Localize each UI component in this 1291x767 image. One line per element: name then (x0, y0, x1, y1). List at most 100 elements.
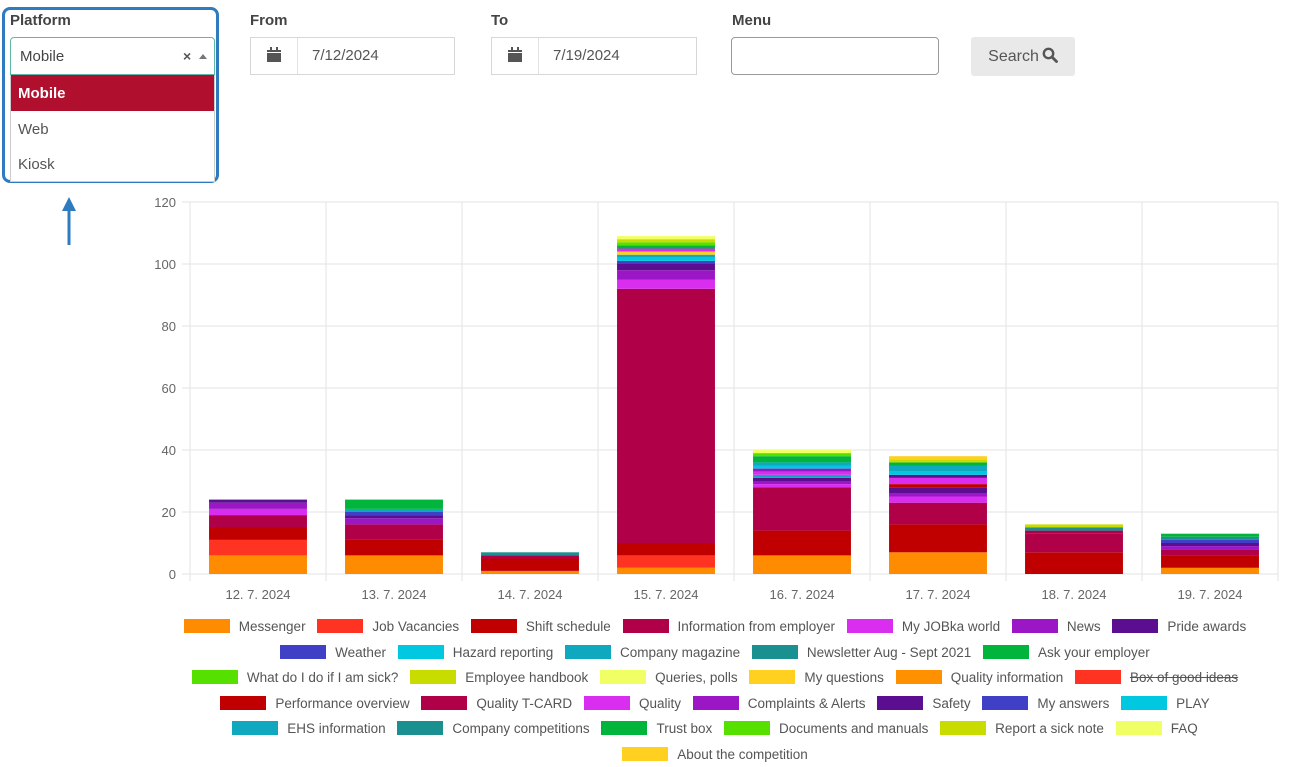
legend-item[interactable]: Employee handbook (410, 665, 588, 691)
legend-swatch (1075, 670, 1122, 684)
bar-segment (617, 248, 715, 252)
bar-segment (753, 468, 851, 472)
from-date-field[interactable]: 7/12/2024 (250, 37, 455, 75)
calendar-icon[interactable] (492, 38, 539, 74)
chart-bars (209, 236, 1259, 574)
legend-item[interactable]: News (1011, 614, 1101, 640)
legend-swatch (622, 746, 669, 761)
legend-item[interactable]: FAQ (1115, 716, 1198, 742)
legend-item[interactable]: Hazard reporting (397, 640, 553, 666)
bar-segment (209, 539, 307, 556)
bar-segment (889, 471, 987, 475)
legend-item[interactable]: Pride awards (1112, 614, 1246, 640)
legend-item[interactable]: Complaints & Alerts (692, 691, 866, 717)
bar-segment (889, 462, 987, 466)
legend-item[interactable]: Messenger (183, 614, 306, 640)
legend-label: Ask your employer (1038, 644, 1150, 660)
legend-swatch (982, 695, 1029, 710)
legend-swatch (751, 644, 798, 659)
bar-segment (1025, 527, 1123, 531)
y-tick-label: 120 (154, 195, 176, 210)
legend-item[interactable]: Trust box (601, 716, 712, 742)
bar-segment (481, 552, 579, 556)
legend-swatch (601, 721, 648, 735)
legend-item[interactable]: Job Vacancies (317, 614, 459, 640)
bar-segment (889, 502, 987, 525)
from-date-value: 7/12/2024 (312, 47, 379, 64)
legend-label: Shift schedule (525, 619, 611, 634)
x-tick-label: 13. 7. 2024 (361, 587, 426, 602)
legend-item[interactable]: Performance overview (220, 691, 410, 717)
legend-item[interactable]: Company magazine (565, 640, 740, 666)
bar-segment (753, 465, 851, 469)
bar-segment (209, 502, 307, 509)
legend-item[interactable]: Documents and manuals (724, 716, 928, 742)
legend-item[interactable]: Company competitions (397, 716, 590, 742)
search-button[interactable]: Search (971, 37, 1075, 76)
caret-up-icon[interactable] (199, 54, 207, 59)
legend-item[interactable]: Shift schedule (470, 614, 611, 640)
calendar-icon[interactable] (251, 38, 298, 74)
legend-item[interactable]: Box of good ideas (1075, 665, 1238, 691)
bar-segment (1161, 539, 1259, 543)
legend-item[interactable]: Ask your employer (983, 640, 1150, 666)
legend-item[interactable]: EHS information (232, 716, 386, 742)
legend-swatch (1011, 619, 1058, 633)
legend-label: Complaints & Alerts (747, 695, 866, 711)
bar-segment (753, 487, 851, 531)
legend-item[interactable]: My JOBka world (846, 614, 1000, 640)
clear-icon[interactable]: × (183, 48, 192, 64)
platform-dropdown: Mobile Web Kiosk (10, 75, 215, 182)
legend-swatch (565, 644, 612, 659)
platform-option-kiosk[interactable]: Kiosk (18, 156, 55, 173)
platform-option-web[interactable]: Web (18, 121, 49, 138)
bar-segment (617, 264, 715, 271)
bar-segment (345, 512, 443, 516)
legend-swatch (692, 695, 739, 710)
legend-item[interactable]: Information from employer (622, 614, 836, 640)
legend-label: Weather (335, 644, 386, 660)
legend-swatch (410, 670, 457, 684)
legend-item[interactable]: Report a sick note (940, 716, 1104, 742)
legend-swatch (397, 644, 444, 659)
bar-segment (209, 527, 307, 540)
bar-segment (209, 555, 307, 574)
bar-segment (617, 260, 715, 264)
bar-segment (345, 555, 443, 574)
legend-label: About the competition (677, 746, 808, 762)
legend-item[interactable]: PLAY (1121, 691, 1210, 717)
to-date-field[interactable]: 7/19/2024 (491, 37, 697, 75)
legend-item[interactable]: About the competition (622, 742, 808, 767)
legend-item[interactable]: What do I do if I am sick? (191, 665, 398, 691)
legend-item[interactable]: My questions (749, 665, 884, 691)
legend-label: Information from employer (677, 619, 836, 634)
legend-item[interactable]: Weather (280, 640, 386, 666)
legend-label: Employee handbook (465, 670, 589, 685)
legend-item[interactable]: Quality (583, 691, 681, 717)
bar-segment (345, 518, 443, 525)
legend-item[interactable]: Quality T-CARD (421, 691, 572, 717)
legend-label: Box of good ideas (1130, 670, 1239, 685)
legend-item[interactable]: Queries, polls (600, 665, 738, 691)
legend-item[interactable]: Newsletter Aug - Sept 2021 (751, 640, 971, 666)
bar-segment (617, 245, 715, 249)
to-label: To (491, 12, 509, 29)
bar-segment (617, 236, 715, 240)
platform-option-mobile[interactable]: Mobile (11, 75, 214, 111)
legend-item[interactable]: Safety (877, 691, 971, 717)
bar-segment (345, 499, 443, 509)
bar-segment (1161, 549, 1259, 556)
legend-swatch (600, 670, 647, 684)
legend-swatch (1112, 619, 1159, 633)
bar-segment (617, 279, 715, 289)
platform-select[interactable]: Mobile × (10, 37, 215, 75)
bar-segment (1025, 530, 1123, 534)
legend-item[interactable]: Quality information (895, 665, 1063, 691)
legend-swatch (749, 670, 796, 684)
bar-segment (889, 496, 987, 503)
legend-item[interactable]: My answers (982, 691, 1109, 717)
annotation-arrow-icon (62, 197, 76, 245)
bar-segment (889, 524, 987, 553)
menu-input[interactable] (731, 37, 939, 75)
bar-segment (1161, 543, 1259, 547)
